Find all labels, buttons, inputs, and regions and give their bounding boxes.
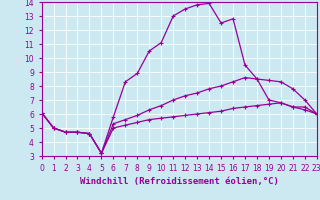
X-axis label: Windchill (Refroidissement éolien,°C): Windchill (Refroidissement éolien,°C): [80, 177, 279, 186]
